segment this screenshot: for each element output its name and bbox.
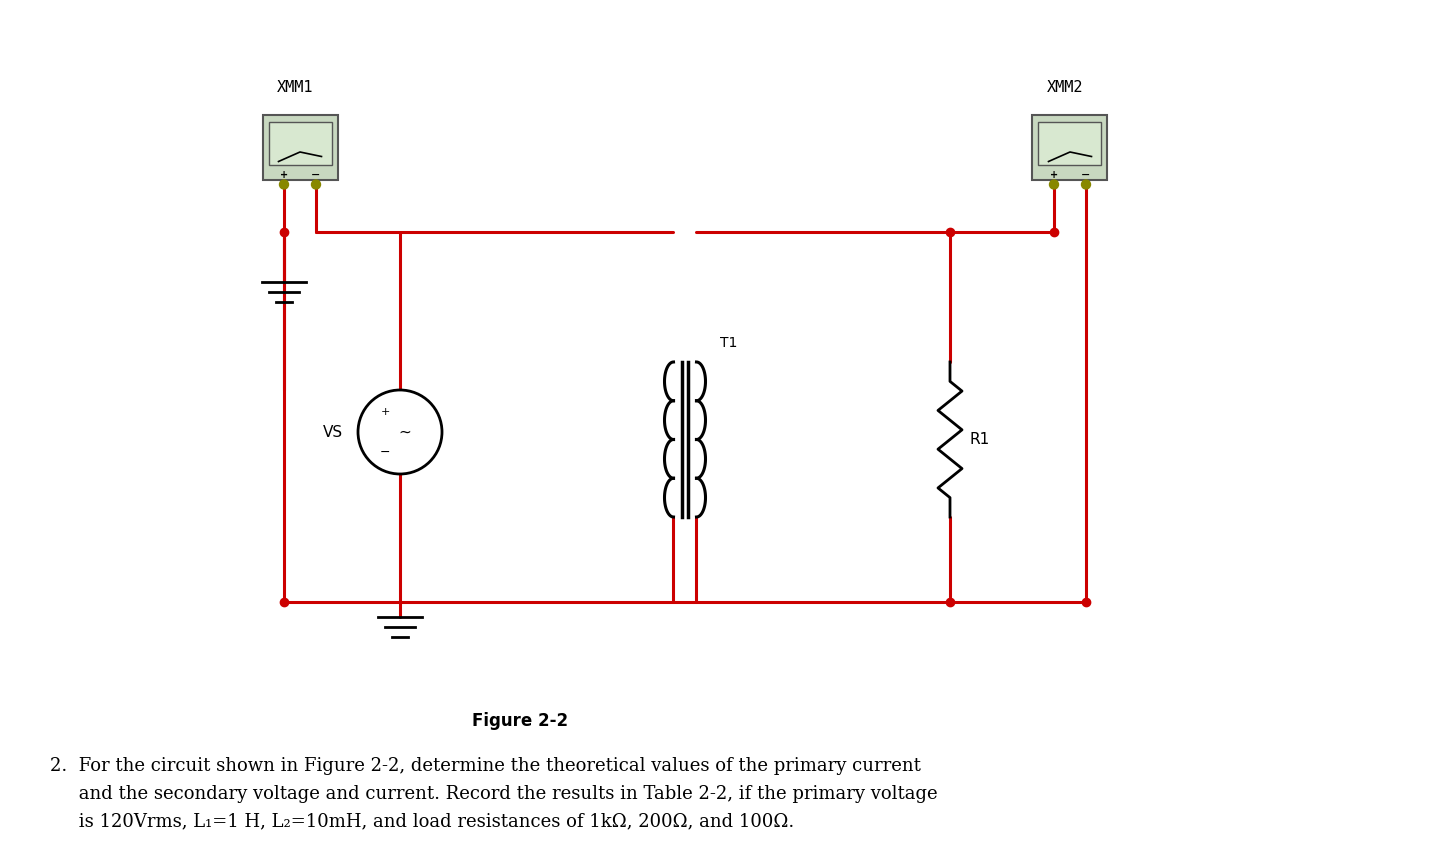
Text: VS: VS [322, 425, 343, 440]
Text: −: − [380, 446, 390, 459]
Circle shape [1050, 180, 1058, 189]
Bar [269, 121, 331, 165]
Bar [1038, 121, 1102, 165]
Bar [263, 114, 337, 179]
Circle shape [311, 180, 321, 189]
Text: 2.  For the circuit shown in Figure 2-2, determine the theoretical values of the: 2. For the circuit shown in Figure 2-2, … [51, 757, 937, 831]
Bar [1032, 114, 1108, 179]
Circle shape [279, 180, 289, 189]
Text: ~: ~ [399, 425, 411, 440]
Text: XMM2: XMM2 [1047, 80, 1083, 95]
Text: +: + [1050, 170, 1058, 179]
Text: +: + [380, 407, 389, 417]
Circle shape [1082, 180, 1090, 189]
Text: +: + [281, 170, 288, 179]
Text: T1: T1 [720, 336, 737, 350]
Text: R1: R1 [970, 432, 991, 447]
Circle shape [359, 390, 442, 474]
Text: −: − [1082, 170, 1090, 179]
Text: XMM1: XMM1 [276, 80, 314, 95]
Text: Figure 2-2: Figure 2-2 [471, 712, 568, 730]
Text: −: − [311, 170, 321, 179]
